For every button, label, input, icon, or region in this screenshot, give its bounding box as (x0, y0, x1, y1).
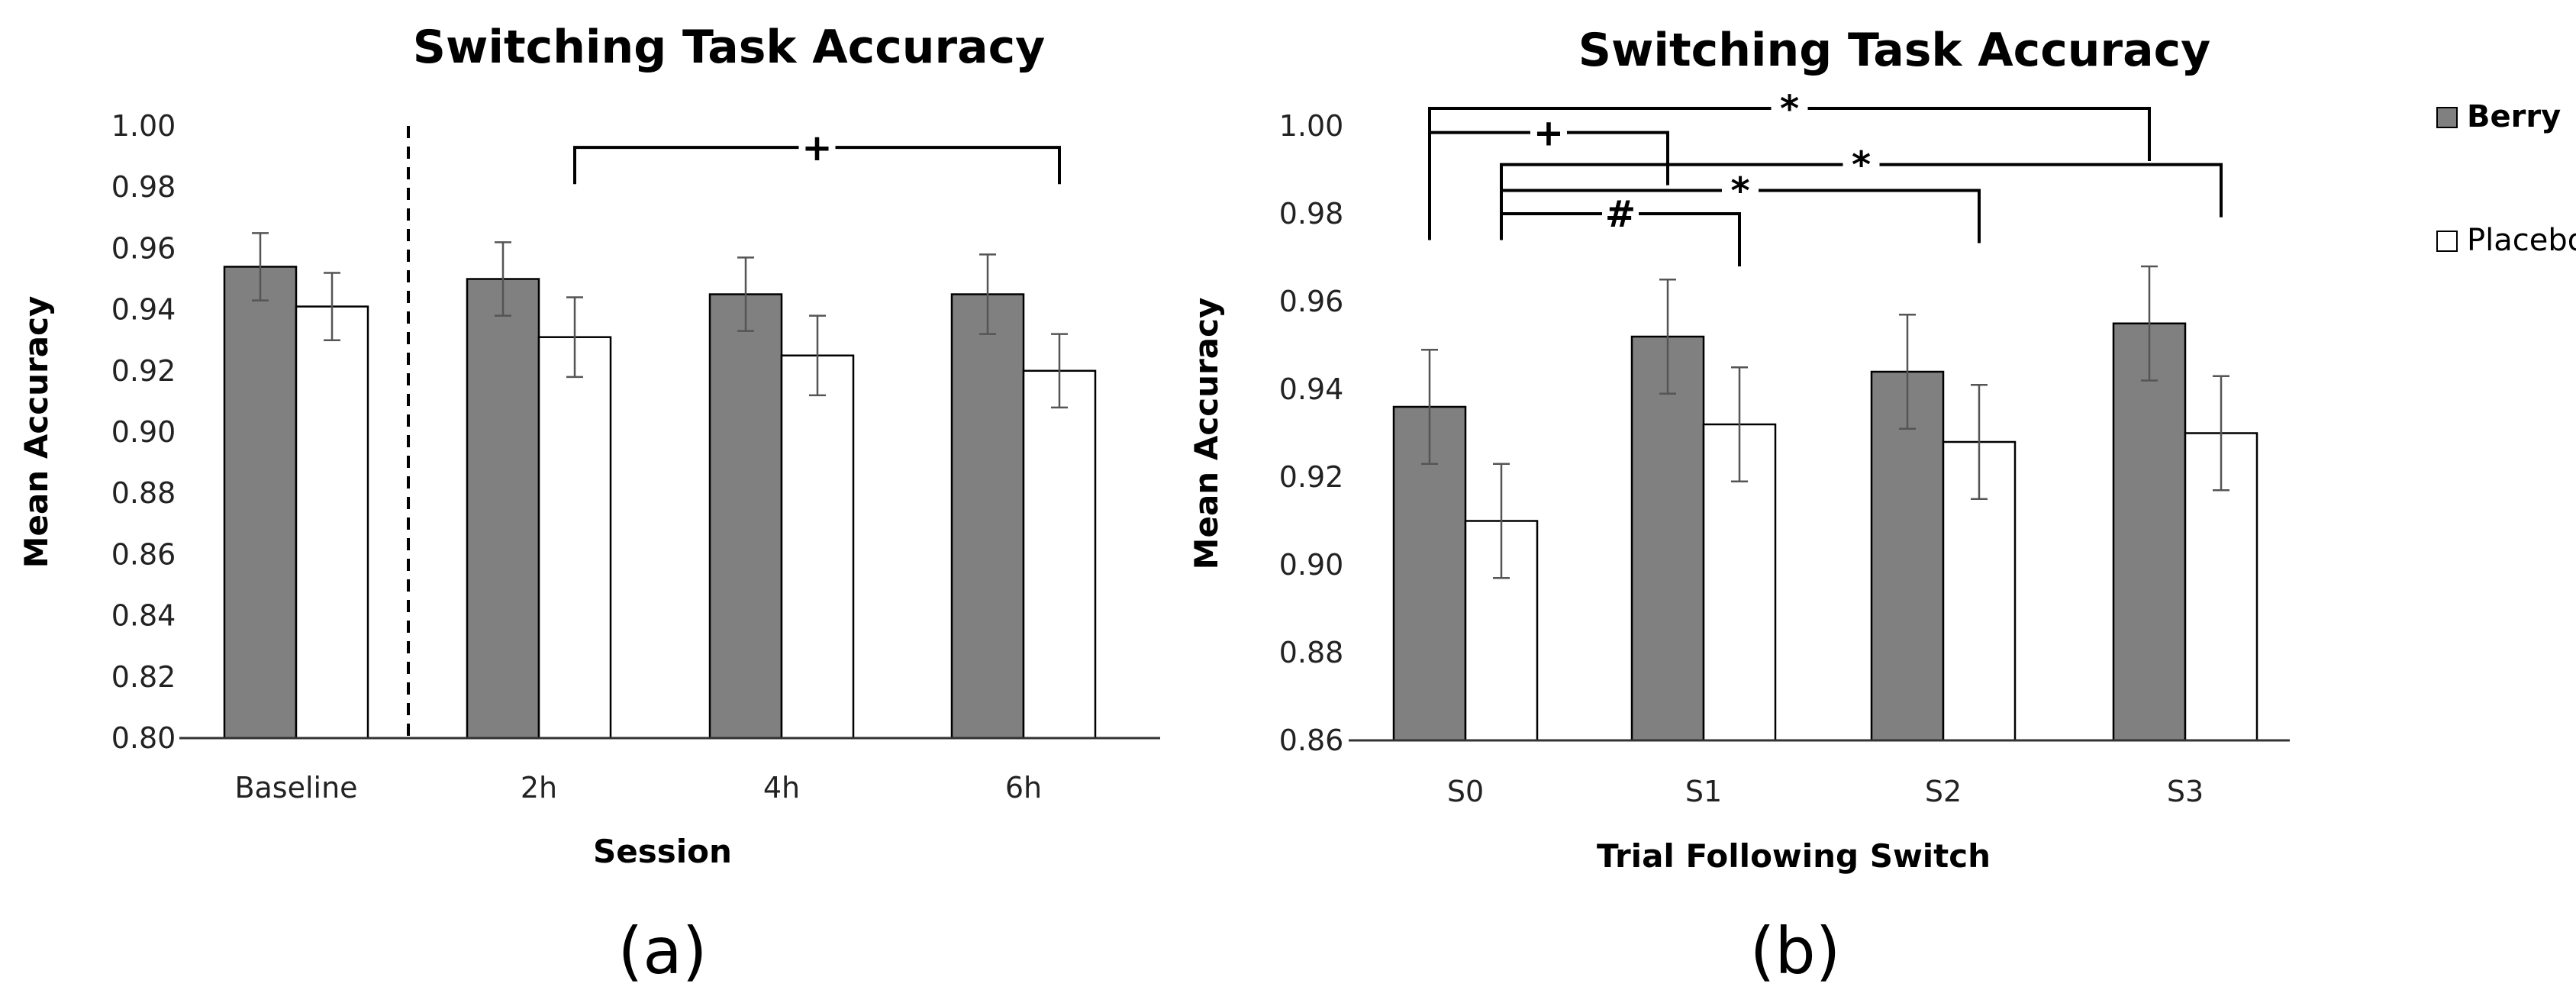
category-label: S0 (1447, 775, 1484, 808)
bar-placebo-4h (780, 354, 855, 740)
significance-bracket-0: + (573, 127, 1061, 185)
panel-a-chart: Switching Task Accuracy Mean Accuracy Se… (18, 21, 1160, 988)
error-bar-placebo-s2 (1971, 384, 1988, 500)
bar-berry-6h (950, 293, 1025, 740)
panel-b-category-labels: S0 S1 S2 S3 (1447, 775, 2204, 808)
category-label: Baseline (234, 771, 357, 804)
y-tick-label: 0.92 (111, 354, 176, 388)
significance-symbol: * (1852, 144, 1871, 187)
y-tick-label: 0.82 (111, 660, 176, 694)
error-bar-berry-6h (979, 253, 996, 335)
error-bar-berry-s3 (2141, 265, 2158, 382)
error-bar-placebo-2h (566, 296, 583, 379)
panel-b-title: Switching Task Accuracy (1578, 24, 2211, 77)
panel-b-error-bars (1421, 265, 2229, 579)
y-tick-label: 0.88 (111, 476, 176, 510)
category-label: S3 (2167, 775, 2204, 808)
error-bar-berry-s0 (1421, 349, 1438, 465)
bar-berry-s3 (2112, 322, 2187, 742)
y-tick-label: 0.98 (1279, 197, 1344, 231)
y-tick-label: 0.92 (1279, 460, 1344, 494)
error-bar-berry-s2 (1899, 314, 1916, 430)
bar-berry-2h (466, 278, 540, 740)
y-tick-label: 0.80 (111, 721, 176, 755)
category-label: S2 (1925, 775, 1962, 808)
panel-a-y-tick-labels: 0.80 0.82 0.84 0.86 0.88 0.90 0.92 0.94 0.96 0.98… (111, 109, 176, 755)
y-tick-label: 0.96 (111, 231, 176, 265)
bar-berry-baseline (223, 266, 298, 740)
error-bar-berry-s1 (1659, 279, 1676, 395)
y-tick-label: 0.86 (111, 537, 176, 571)
significance-bracket-1: + (1428, 112, 1669, 234)
error-bar-placebo-6h (1051, 333, 1068, 409)
significance-symbol: # (1605, 193, 1636, 236)
error-bar-placebo-s1 (1731, 366, 1748, 482)
y-tick-label: 0.96 (1279, 285, 1344, 318)
panel-b-label: (b) (1750, 914, 1841, 988)
legend-label-placebo: Placebo (2467, 223, 2576, 258)
significance-symbol: + (1533, 112, 1564, 155)
y-tick-label: 1.00 (1279, 109, 1344, 143)
category-label: 4h (763, 771, 800, 804)
panel-b-y-axis-title: Mean Accuracy (1188, 298, 1225, 570)
legend-label-berry: Berry (2467, 99, 2561, 134)
significance-symbol: * (1780, 88, 1799, 131)
bar-placebo-2h (537, 336, 612, 740)
category-label: 2h (521, 771, 557, 804)
significance-symbol: * (1730, 170, 1749, 213)
legend-swatch-placebo (2436, 231, 2458, 252)
error-bar-berry-2h (495, 241, 511, 317)
panel-b-bars (1392, 322, 2258, 742)
category-label: 6h (1005, 771, 1042, 804)
y-tick-label: 0.94 (111, 293, 176, 327)
bar-placebo-6h (1022, 369, 1097, 740)
panel-a-bars (223, 266, 1097, 740)
panel-b-chart: Switching Task Accuracy Mean Accuracy Tr… (1188, 24, 2576, 988)
panel-b-legend: Berry Placebo (2436, 99, 2576, 258)
error-bar-placebo-s0 (1493, 463, 1510, 579)
y-tick-label: 0.90 (1279, 548, 1344, 582)
panel-b-y-tick-labels: 0.86 0.88 0.90 0.92 0.94 0.96 0.98 1.00 (1279, 109, 1344, 757)
panel-a-label: (a) (617, 914, 707, 988)
panel-a-x-axis-title: Session (593, 833, 732, 870)
panel-b-x-axis-title: Trial Following Switch (1597, 837, 1991, 875)
bar-berry-s1 (1630, 335, 1705, 742)
error-bar-placebo-4h (809, 314, 826, 397)
error-bar-placebo-s3 (2213, 375, 2229, 492)
error-bar-berry-4h (737, 256, 754, 332)
panel-a-title: Switching Task Accuracy (413, 21, 1046, 74)
y-tick-label: 1.00 (111, 109, 176, 143)
bar-berry-4h (708, 293, 783, 740)
panel-a-category-labels: Baseline 2h 4h 6h (234, 771, 1042, 804)
y-tick-label: 0.88 (1279, 636, 1344, 669)
panel-b-significance-brackets: * + * * # (1428, 88, 2223, 266)
bar-placebo-baseline (295, 305, 369, 740)
significance-symbol: + (801, 127, 832, 169)
error-bar-berry-baseline (252, 232, 269, 301)
panel-a-x-axis (179, 126, 1160, 740)
y-tick-label: 0.94 (1279, 372, 1344, 406)
error-bar-placebo-baseline (324, 272, 340, 341)
panel-a-significance-brackets: + (573, 127, 1061, 185)
y-tick-label: 0.90 (111, 415, 176, 449)
y-tick-label: 0.84 (111, 599, 176, 633)
panel-a-error-bars (252, 232, 1068, 409)
panel-a-y-axis-title: Mean Accuracy (18, 296, 55, 569)
category-label: S1 (1685, 775, 1722, 808)
y-tick-label: 0.86 (1279, 724, 1344, 757)
legend-swatch-berry (2436, 107, 2458, 128)
y-tick-label: 0.98 (111, 170, 176, 204)
significance-bracket-4: # (1500, 193, 1741, 266)
